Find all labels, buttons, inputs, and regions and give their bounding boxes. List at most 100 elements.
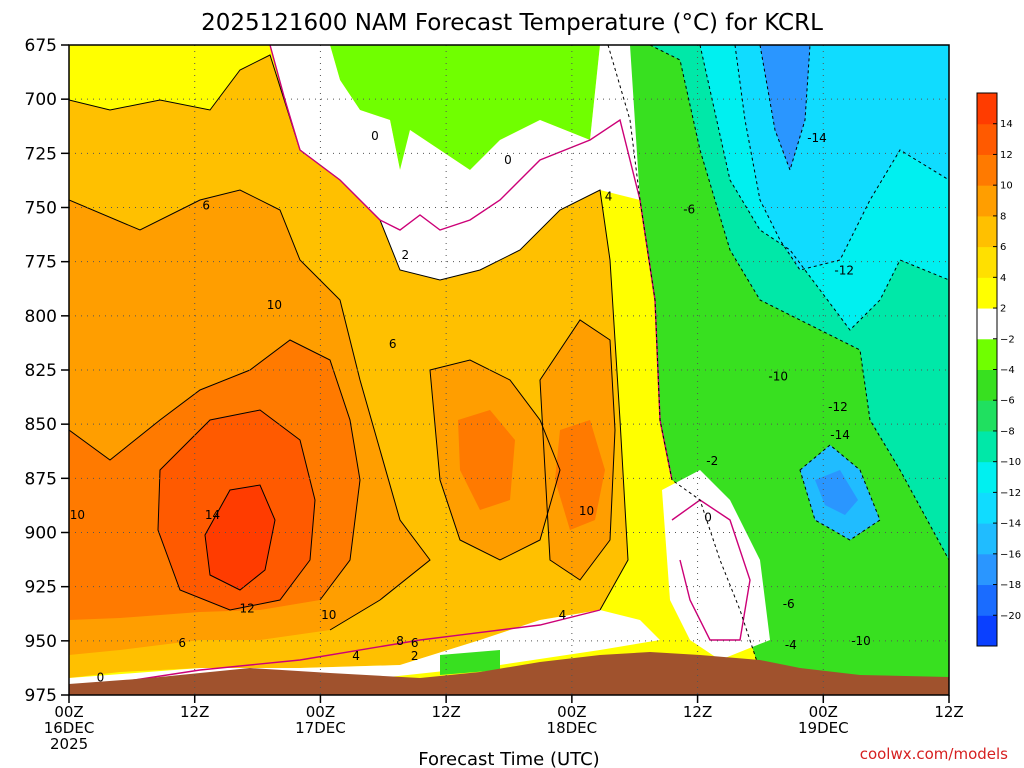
colorbar-label: −6 <box>1000 396 1015 407</box>
y-tick-label: 700 <box>25 90 57 110</box>
x-tick-label: 00Z <box>809 703 838 721</box>
y-tick-label: 950 <box>25 632 57 652</box>
x-tick-label: 12Z <box>683 703 712 721</box>
contour-label: 10 <box>579 504 594 518</box>
x-tick-label: 00Z <box>557 703 586 721</box>
contour-line-warm <box>429 359 561 561</box>
y-tick-label: 800 <box>25 307 57 327</box>
contour-label: 10 <box>70 508 85 522</box>
x-tick-label: 12Z <box>431 703 460 721</box>
x-tick-label: 12Z <box>180 703 209 721</box>
contour-lines <box>69 45 949 695</box>
y-tick-label: 675 <box>25 36 57 56</box>
colorbar-swatch <box>977 185 997 217</box>
colorbar-label: −4 <box>1000 365 1015 376</box>
contour-label: -6 <box>683 203 695 217</box>
colorbar-label: −2 <box>1000 334 1015 345</box>
colorbar-swatch <box>977 523 997 555</box>
x-tick-label: 00Z <box>54 703 83 721</box>
colorbar-label: −20 <box>1000 611 1021 622</box>
contour-line-cold <box>607 45 769 695</box>
freezing-layer-aloft <box>270 45 640 280</box>
contour-line-warm <box>204 484 276 591</box>
y-tick-label: 925 <box>25 578 57 598</box>
colorbar-swatch <box>977 338 997 370</box>
colorbar-swatch <box>977 369 997 401</box>
colorbar-swatch <box>977 553 997 586</box>
contour-line-warm <box>69 189 431 631</box>
surface-freezing-strip <box>69 610 660 690</box>
chart-title: 2025121600 NAM Forecast Temperature (°C)… <box>201 10 823 36</box>
contour-label: 6 <box>178 636 186 650</box>
surface-cold-patch <box>440 650 500 675</box>
contour-label: 0 <box>704 510 712 524</box>
cold-region-2-aloft <box>330 45 600 170</box>
colorbar-label: 4 <box>1000 273 1006 284</box>
terrain-ground <box>69 652 949 695</box>
contour-label: -6 <box>783 597 795 611</box>
y-tick-label: 975 <box>25 686 57 706</box>
contour-line-cold <box>699 45 949 331</box>
contour-label: 4 <box>559 608 567 622</box>
contour-line-cold <box>649 45 949 561</box>
contour-line-cold <box>734 45 949 271</box>
contour-label: -4 <box>785 638 797 652</box>
x-tick-label: 19DEC <box>798 719 849 737</box>
x-tick-label: 00Z <box>306 703 335 721</box>
colorbar-swatch <box>977 461 997 493</box>
colorbar-label: 2 <box>1000 304 1006 315</box>
y-tick-label: 875 <box>25 469 57 489</box>
colorbar-label: −8 <box>1000 426 1015 437</box>
colorbar-swatch <box>977 615 997 647</box>
x-tick-label: 2025 <box>50 735 88 753</box>
contour-label: 14 <box>205 508 220 522</box>
y-tick-label: 750 <box>25 199 57 219</box>
colorbar-swatch <box>977 93 997 125</box>
x-tick-label: 18DEC <box>547 719 598 737</box>
x-axis-label: Forecast Time (UTC) <box>418 749 599 768</box>
credit-text: coolwx.com/models <box>860 745 1008 763</box>
contour-label: -10 <box>851 634 871 648</box>
x-tick-label: 17DEC <box>295 719 346 737</box>
colorbar-label: −10 <box>1000 457 1021 468</box>
grid <box>69 45 949 695</box>
contour-label: 4 <box>605 190 613 204</box>
contour-label: 6 <box>202 198 210 212</box>
contour-line-warm <box>69 54 629 611</box>
contour-label: 8 <box>396 634 404 648</box>
contour-label: 10 <box>267 298 282 312</box>
contour-label: 0 <box>371 129 379 143</box>
colorbar-swatch <box>977 430 997 463</box>
contour-line-cold <box>759 45 811 172</box>
y-axis-ticks: 675 700 725 750 775 800 825 850 875 900 925 950 975 <box>25 36 69 706</box>
contour-label: 6 <box>389 337 397 351</box>
colorbar-label: −18 <box>1000 580 1021 591</box>
colorbar-swatch <box>977 308 997 340</box>
contour-label: 0 <box>504 153 512 167</box>
colorbar-swatch <box>977 154 997 186</box>
colorbar-label: −12 <box>1000 488 1021 499</box>
contour-line-warm <box>539 319 616 581</box>
colorbar-label: 8 <box>1000 211 1006 222</box>
colorbar-swatch <box>977 246 997 278</box>
contour-line-freezing <box>69 609 601 691</box>
contour-label: 4 <box>352 649 360 663</box>
contour-line-warm <box>69 339 361 601</box>
contour-label: 2 <box>411 649 419 663</box>
colorbar-label: −14 <box>1000 519 1021 530</box>
contour-label: -2 <box>706 454 718 468</box>
colorbar-label: 14 <box>1000 119 1013 130</box>
warm-region-14 <box>205 485 275 590</box>
contour-label: -14 <box>830 428 850 442</box>
contour-line-freezing <box>671 499 751 641</box>
contour-label: 12 <box>239 601 254 615</box>
y-tick-label: 825 <box>25 361 57 381</box>
contour-label: -14 <box>807 131 827 145</box>
y-tick-label: 775 <box>25 253 57 273</box>
colorbar-label: −16 <box>1000 549 1021 560</box>
contour-label: 10 <box>321 608 336 622</box>
colorbar-swatch <box>977 123 997 155</box>
colorbar-swatch <box>977 215 997 248</box>
